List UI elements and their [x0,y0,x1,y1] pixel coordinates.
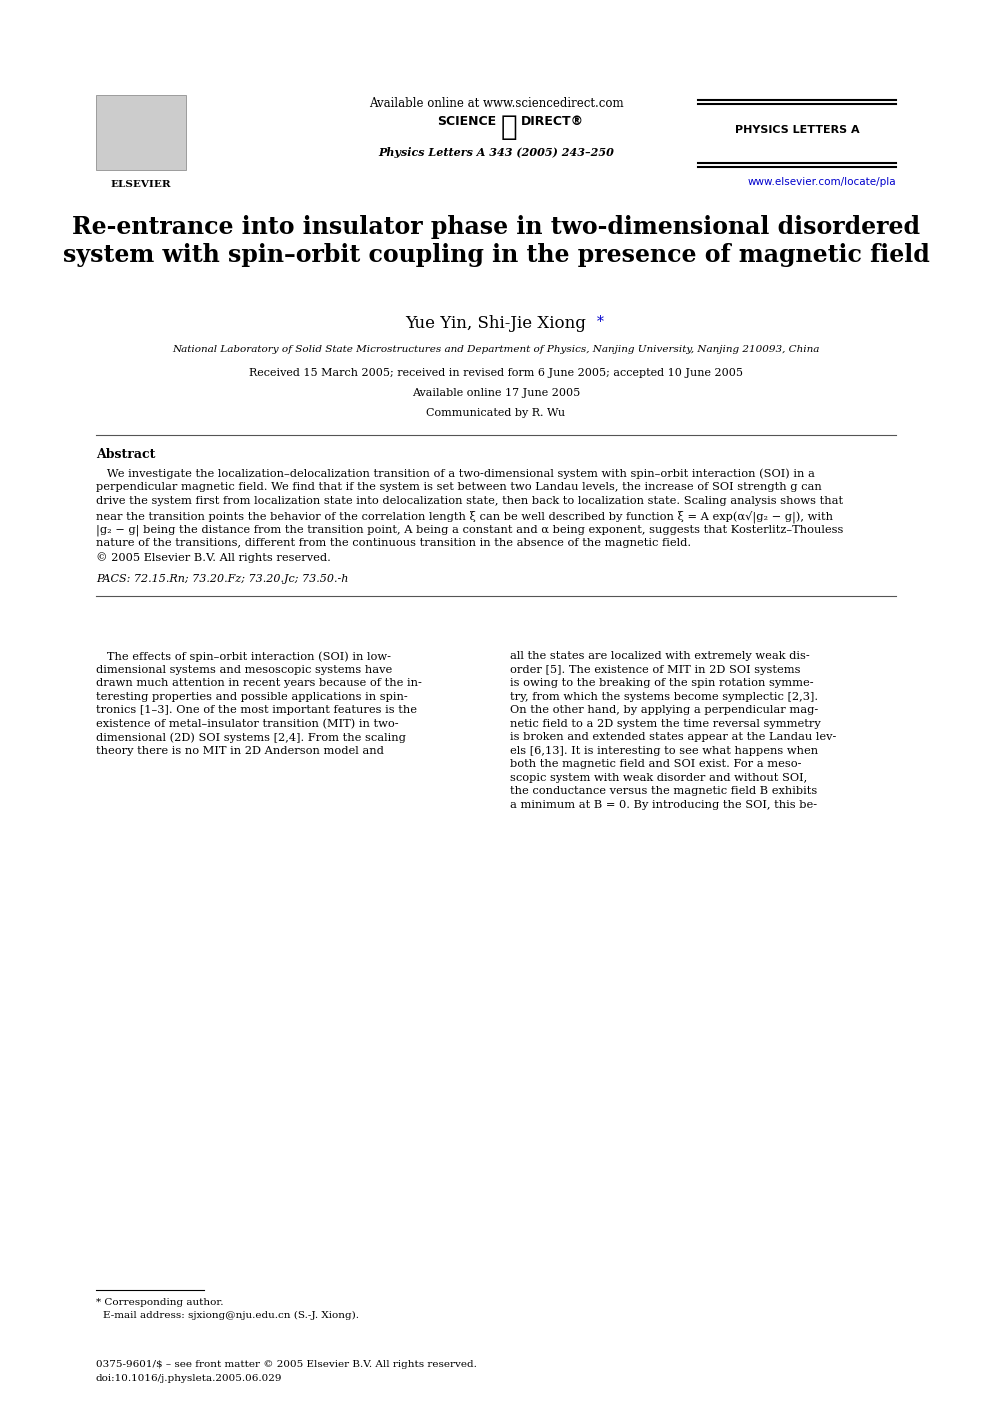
Text: teresting properties and possible applications in spin-: teresting properties and possible applic… [96,692,408,702]
Text: Abstract: Abstract [96,448,155,462]
Text: doi:10.1016/j.physleta.2005.06.029: doi:10.1016/j.physleta.2005.06.029 [96,1374,283,1383]
Text: © 2005 Elsevier B.V. All rights reserved.: © 2005 Elsevier B.V. All rights reserved… [96,551,330,563]
Text: a minimum at B = 0. By introducing the SOI, this be-: a minimum at B = 0. By introducing the S… [510,800,816,810]
Text: the conductance versus the magnetic field B exhibits: the conductance versus the magnetic fiel… [510,786,816,796]
Text: Yue Yin, Shi-Jie Xiong: Yue Yin, Shi-Jie Xiong [406,316,586,333]
Text: try, from which the systems become symplectic [2,3].: try, from which the systems become sympl… [510,692,817,702]
Text: PHYSICS LETTERS A: PHYSICS LETTERS A [735,125,859,135]
Text: PACS: 72.15.Rn; 73.20.Fz; 73.20.Jc; 73.50.-h: PACS: 72.15.Rn; 73.20.Fz; 73.20.Jc; 73.5… [96,574,348,584]
Text: dimensional (2D) SOI systems [2,4]. From the scaling: dimensional (2D) SOI systems [2,4]. From… [96,732,406,742]
Text: 0375-9601/$ – see front matter © 2005 Elsevier B.V. All rights reserved.: 0375-9601/$ – see front matter © 2005 El… [96,1360,477,1369]
Text: scopic system with weak disorder and without SOI,: scopic system with weak disorder and wit… [510,773,806,783]
Text: tronics [1–3]. One of the most important features is the: tronics [1–3]. One of the most important… [96,704,417,716]
Text: E-mail address: sjxiong@nju.edu.cn (S.-J. Xiong).: E-mail address: sjxiong@nju.edu.cn (S.-J… [103,1310,359,1320]
Text: www.elsevier.com/locate/pla: www.elsevier.com/locate/pla [748,177,896,187]
Text: Received 15 March 2005; received in revised form 6 June 2005; accepted 10 June 2: Received 15 March 2005; received in revi… [249,368,743,377]
Text: nature of the transitions, different from the continuous transition in the absen: nature of the transitions, different fro… [96,537,691,549]
Text: DIRECT®: DIRECT® [521,115,584,128]
Text: theory there is no MIT in 2D Anderson model and: theory there is no MIT in 2D Anderson mo… [96,745,384,755]
Text: near the transition points the behavior of the correlation length ξ can be well : near the transition points the behavior … [96,511,833,522]
Text: * Corresponding author.: * Corresponding author. [96,1298,223,1308]
Text: *: * [597,316,604,328]
Text: National Laboratory of Solid State Microstructures and Department of Physics, Na: National Laboratory of Solid State Micro… [173,345,819,354]
Text: existence of metal–insulator transition (MIT) in two-: existence of metal–insulator transition … [96,718,399,728]
Text: On the other hand, by applying a perpendicular mag-: On the other hand, by applying a perpend… [510,704,817,716]
Text: Re-entrance into insulator phase in two-dimensional disordered
system with spin–: Re-entrance into insulator phase in two-… [62,215,930,267]
Text: ⓐ: ⓐ [501,114,517,140]
Text: The effects of spin–orbit interaction (SOI) in low-: The effects of spin–orbit interaction (S… [96,651,391,662]
Text: order [5]. The existence of MIT in 2D SOI systems: order [5]. The existence of MIT in 2D SO… [510,665,800,675]
Text: We investigate the localization–delocalization transition of a two-dimensional s: We investigate the localization–delocali… [96,469,814,478]
Text: |g₂ − g| being the distance from the transition point, A being a constant and α : |g₂ − g| being the distance from the tra… [96,523,843,536]
Text: Available online 17 June 2005: Available online 17 June 2005 [412,389,580,398]
Text: SCIENCE: SCIENCE [436,115,496,128]
Text: both the magnetic field and SOI exist. For a meso-: both the magnetic field and SOI exist. F… [510,759,801,769]
Text: drawn much attention in recent years because of the in-: drawn much attention in recent years bec… [96,678,422,687]
Text: Physics Letters A 343 (2005) 243–250: Physics Letters A 343 (2005) 243–250 [378,147,614,159]
Text: all the states are localized with extremely weak dis-: all the states are localized with extrem… [510,651,809,661]
Text: is owing to the breaking of the spin rotation symme-: is owing to the breaking of the spin rot… [510,678,813,687]
Text: drive the system first from localization state into delocalization state, then b: drive the system first from localization… [96,497,843,506]
FancyBboxPatch shape [96,95,186,170]
Text: Communicated by R. Wu: Communicated by R. Wu [427,408,565,418]
Text: perpendicular magnetic field. We find that if the system is set between two Land: perpendicular magnetic field. We find th… [96,483,821,492]
Text: els [6,13]. It is interesting to see what happens when: els [6,13]. It is interesting to see wha… [510,745,817,755]
Text: ELSEVIER: ELSEVIER [110,180,172,189]
Text: netic field to a 2D system the time reversal symmetry: netic field to a 2D system the time reve… [510,718,820,728]
Text: dimensional systems and mesoscopic systems have: dimensional systems and mesoscopic syste… [96,665,392,675]
Text: is broken and extended states appear at the Landau lev-: is broken and extended states appear at … [510,732,836,742]
Text: Available online at www.sciencedirect.com: Available online at www.sciencedirect.co… [369,97,623,109]
